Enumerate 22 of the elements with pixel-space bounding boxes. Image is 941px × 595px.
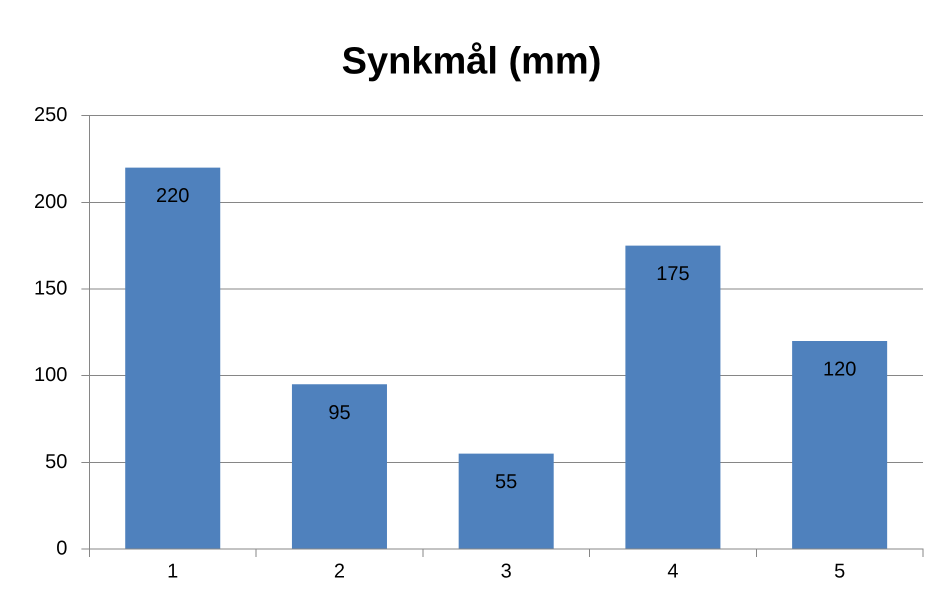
x-tick-label: 5 <box>834 560 846 583</box>
bar <box>625 246 720 548</box>
y-tick-label: 50 <box>45 450 68 473</box>
y-tick-label: 150 <box>34 277 68 300</box>
x-tick-label: 1 <box>167 560 178 583</box>
y-tick-label: 100 <box>34 364 68 386</box>
data-label: 175 <box>656 263 690 286</box>
bar <box>458 454 554 548</box>
chart-title: Synkmål (mm) <box>342 40 602 82</box>
y-tick-label: 200 <box>34 190 68 213</box>
data-label: 55 <box>495 471 518 494</box>
x-tick-label: 3 <box>500 560 512 583</box>
data-label: 120 <box>822 358 856 380</box>
bar <box>792 340 888 548</box>
data-label: 95 <box>328 402 351 424</box>
x-tick-label: 4 <box>667 560 678 583</box>
bar <box>292 384 387 548</box>
y-tick-label: 250 <box>34 104 68 126</box>
y-tick-label: 0 <box>56 538 68 560</box>
data-label: 220 <box>156 185 190 208</box>
x-tick-label: 2 <box>334 560 346 583</box>
bar <box>125 168 220 548</box>
